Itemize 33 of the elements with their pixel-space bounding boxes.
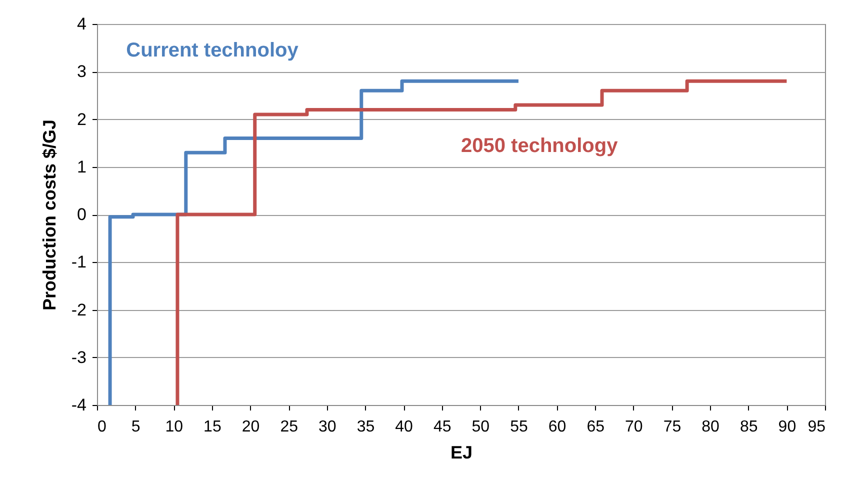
y-tick-label: -2 xyxy=(71,300,86,320)
x-axis-title: EJ xyxy=(450,442,473,462)
x-tick-label: 50 xyxy=(472,418,490,436)
x-tick-label: 40 xyxy=(395,418,414,436)
x-tick-label: 55 xyxy=(510,418,528,436)
x-tick-label: 15 xyxy=(204,418,222,436)
x-tick-label: 80 xyxy=(702,418,720,436)
x-tick-label: 85 xyxy=(740,418,758,436)
x-tick-label: 75 xyxy=(663,418,682,436)
y-tick-label: 1 xyxy=(77,157,86,176)
y-tick-label: 3 xyxy=(77,62,86,82)
y-tick-label: 4 xyxy=(77,14,86,34)
text: Current technoloy xyxy=(126,40,300,62)
x-tick-label: 10 xyxy=(165,418,184,436)
y-tick-label: 2 xyxy=(77,110,86,129)
x-tick-label: 60 xyxy=(548,418,566,436)
x-tick-label: 20 xyxy=(242,418,260,436)
x-tick-label: 70 xyxy=(625,418,643,436)
y-tick-label: -4 xyxy=(71,396,86,414)
x-tick-label: 65 xyxy=(586,418,605,436)
x-tick-label: 35 xyxy=(356,418,375,436)
y-axis-title: Production costs $/GJ xyxy=(39,119,60,311)
y-tick-label: 0 xyxy=(77,205,86,224)
series-label: 2050 technology xyxy=(461,134,619,157)
x-tick-label: 25 xyxy=(280,418,298,436)
x-tick-label: 95 xyxy=(808,418,826,436)
x-tick-label: 5 xyxy=(131,418,140,436)
x-tick-label: 45 xyxy=(433,418,452,436)
x-tick-label: 0 xyxy=(98,418,106,436)
x-tick-label: 30 xyxy=(318,418,336,436)
y-tick-label: -1 xyxy=(71,252,86,272)
x-tick-label: 90 xyxy=(778,418,796,436)
y-tick-label: -3 xyxy=(71,348,86,367)
